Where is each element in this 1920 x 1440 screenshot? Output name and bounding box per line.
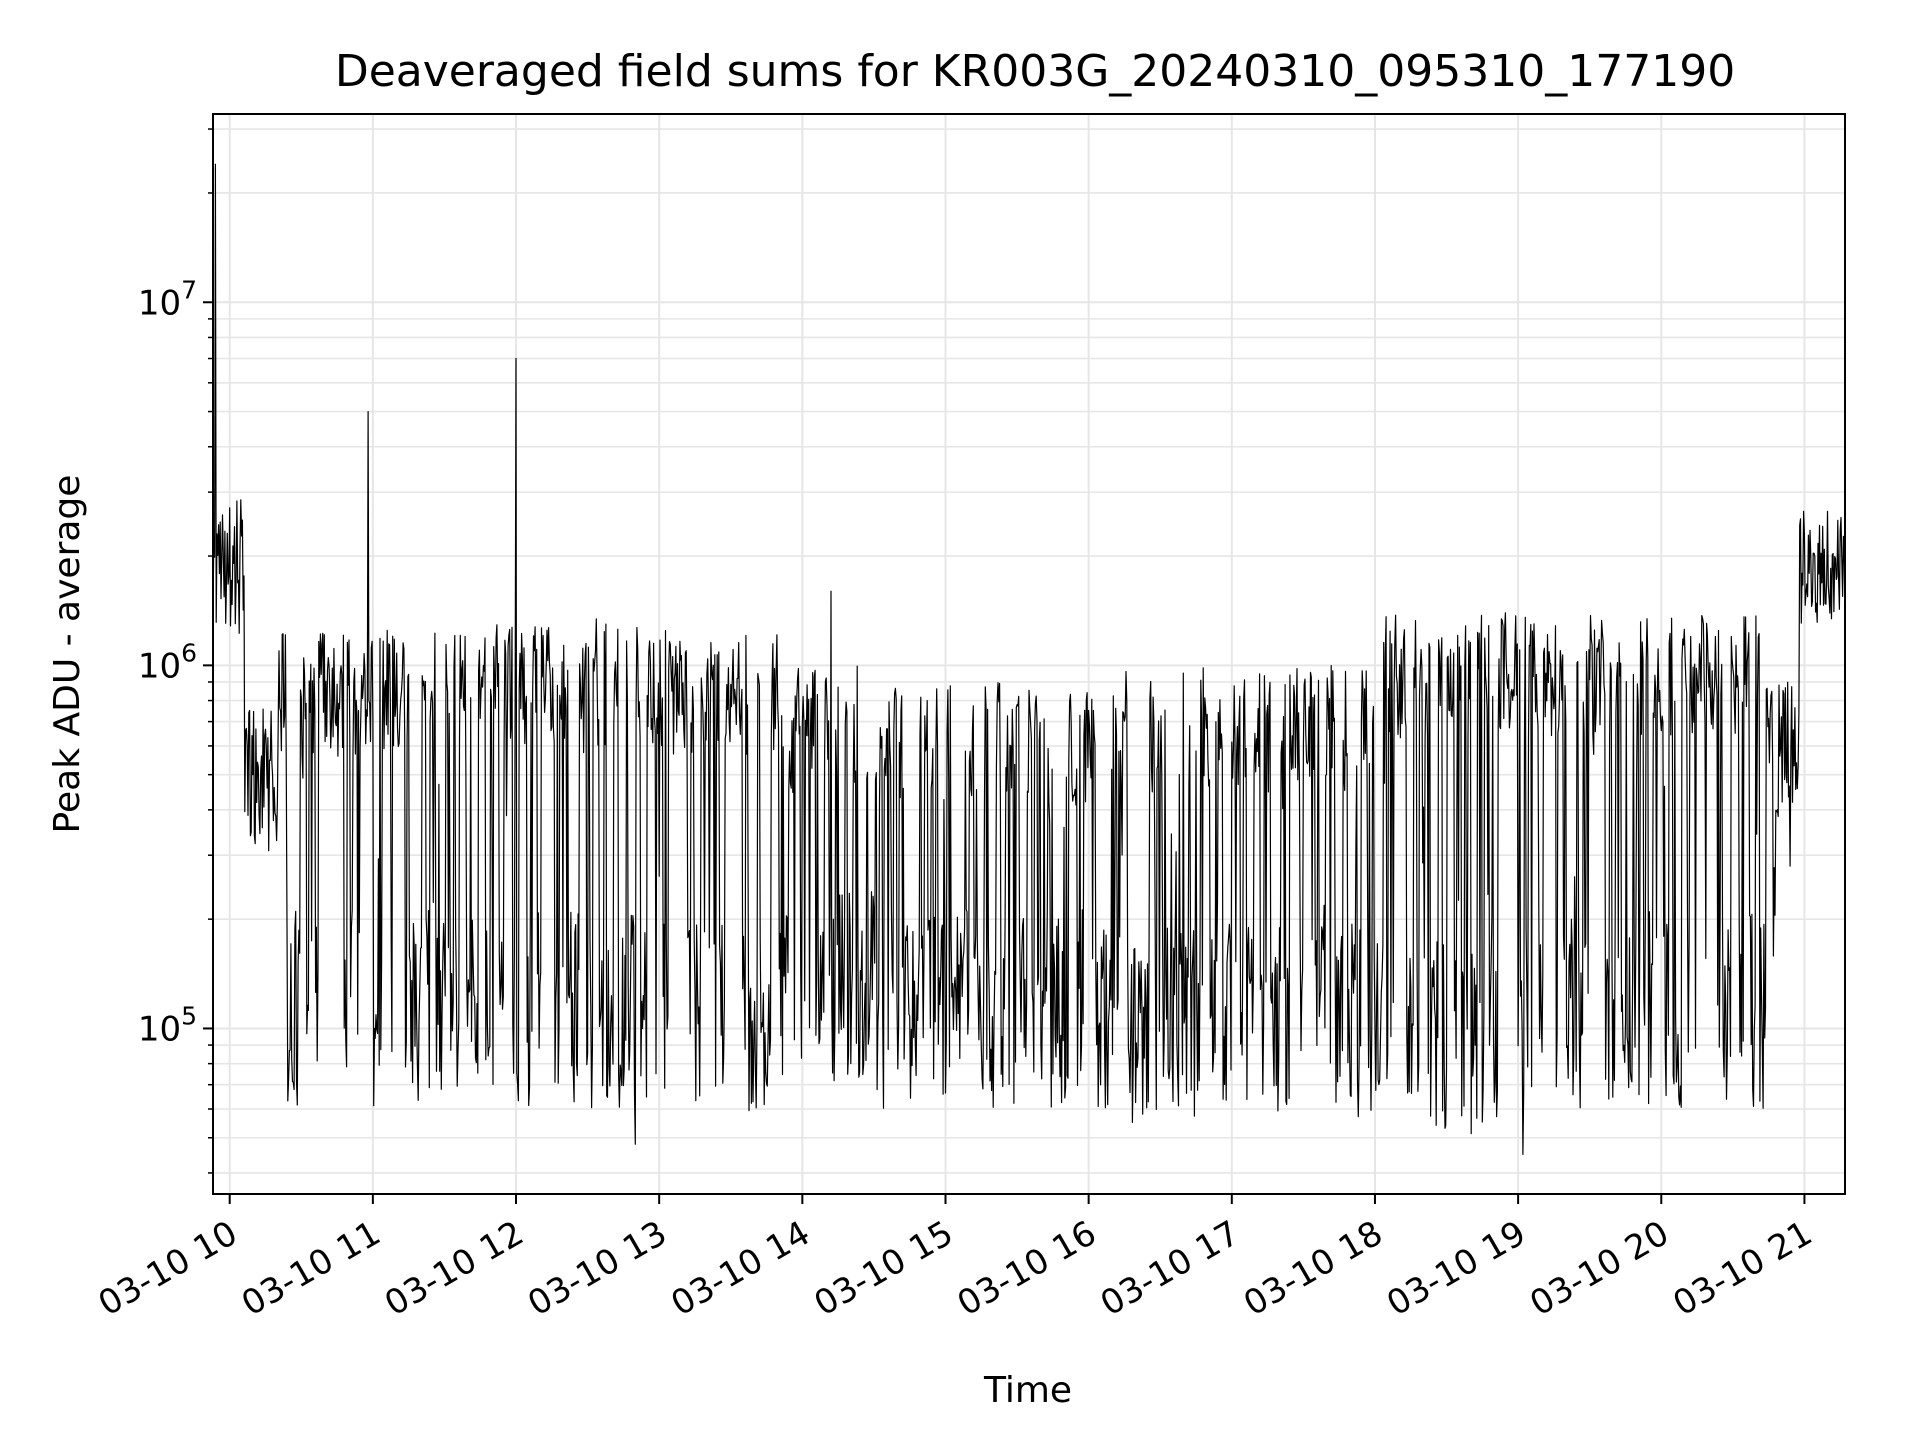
y-tick-label-exponent: 5 (181, 1001, 197, 1030)
y-tick-label: 105 (138, 1001, 197, 1049)
plot-data (212, 163, 1846, 1155)
y-tick-label-base: 10 (138, 646, 181, 686)
y-tick-label-exponent: 6 (181, 638, 197, 667)
y-tick-label-exponent: 7 (181, 275, 197, 304)
y-axis-label: Peak ADU - average (47, 475, 88, 834)
y-tick-label-base: 10 (138, 283, 181, 323)
chart-title: Deaveraged field sums for KR003G_2024031… (335, 46, 1735, 97)
y-tick-label-base: 10 (138, 1009, 181, 1049)
plot-area-frame (212, 113, 1846, 1195)
series-line (212, 163, 1846, 1155)
y-tick-label: 107 (138, 275, 197, 323)
x-axis-label: Time (983, 1370, 1072, 1411)
y-tick-label: 106 (138, 638, 197, 686)
